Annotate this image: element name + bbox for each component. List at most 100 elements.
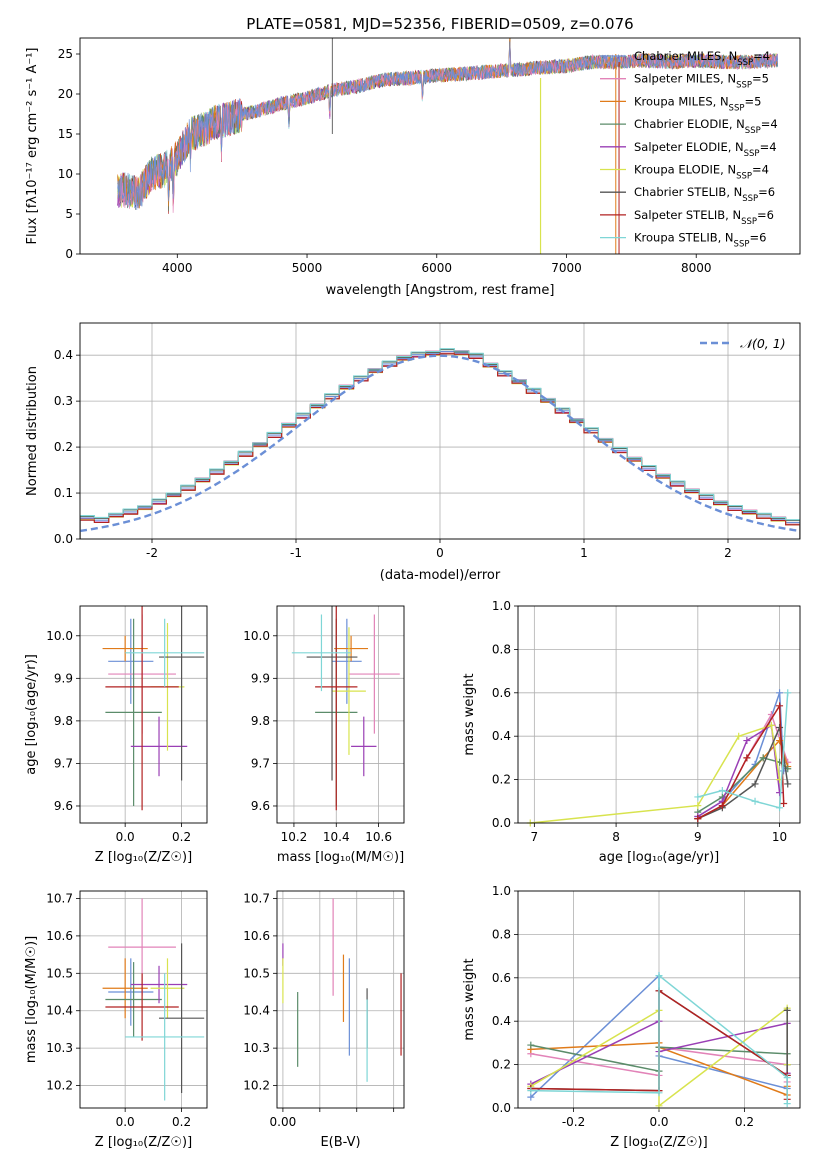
mass-vs-ebv-panel: 0.00 10.2 10.3 10.4 10.5 10.6 10.7 E(B-V) (243, 890, 405, 1150)
x-tick-label: 9 (694, 830, 702, 844)
x-tick-label: 4000 (162, 261, 193, 275)
x-axis-label: wavelength [Angstrom, rest frame] (326, 283, 555, 298)
weight-point-marker (718, 786, 726, 794)
x-tick-label: 0.0 (116, 1115, 135, 1129)
weight-vs-metallicity-panel: -0.2 0.0 0.2 0.0 0.2 0.4 0.6 0.8 1.0 Z [log₁₀(Z/Z… (462, 884, 801, 1150)
y-tick-label: 0.2 (54, 440, 73, 454)
weight-series-line (697, 724, 789, 820)
y-tick-label: 25 (58, 47, 73, 61)
legend-entry: Chabrier STELIB, NSSP=6 (634, 185, 775, 204)
y-tick-label: 0.4 (492, 1014, 511, 1028)
spectrum-line (117, 41, 778, 211)
y-tick-label: 10.7 (243, 891, 270, 905)
y-tick-label: 10.6 (243, 929, 270, 943)
legend-entry: Chabrier ELODIE, NSSP=4 (634, 117, 778, 136)
y-tick-label: 0.6 (492, 971, 511, 985)
x-tick-label: 0.00 (270, 1115, 297, 1129)
legend-entry: Salpeter ELODIE, NSSP=4 (634, 140, 777, 159)
x-tick-label: 10.2 (281, 830, 308, 844)
normal-reference-curve (79, 354, 801, 533)
y-tick-label: 0 (65, 247, 73, 261)
spectrum-panel: 4000 5000 6000 7000 8000 0 5 10 15 20 25 wavelength… (25, 37, 801, 298)
y-axis-label: Normed distribution (25, 366, 40, 496)
weight-series-line (530, 724, 781, 824)
x-tick-label: 0 (436, 546, 444, 560)
axes-frame (517, 890, 801, 1109)
x-axis-label: E(B-V) (320, 1135, 360, 1150)
weight-point-marker (655, 972, 663, 980)
y-tick-label: 9.8 (251, 714, 270, 728)
y-axis-label: mass weight (462, 958, 477, 1040)
y-axis-label: mass weight (462, 673, 477, 755)
x-axis-label: age [log₁₀(age/yr)] (599, 850, 720, 865)
y-tick-label: 0.0 (54, 532, 73, 546)
y-tick-label: 10.7 (46, 891, 73, 905)
y-tick-label: 10.3 (243, 1041, 270, 1055)
x-tick-label: 5000 (292, 261, 323, 275)
weight-point-marker (784, 689, 792, 697)
weight-point-marker (776, 804, 784, 812)
weight-point-marker (751, 797, 759, 805)
y-axis-label: Flux [fλ10⁻¹⁷ erg cm⁻² s⁻¹ A⁻¹] (25, 48, 40, 245)
axes-frame (276, 890, 405, 1109)
y-tick-label: 1.0 (492, 884, 511, 898)
x-tick-label: -1 (290, 546, 302, 560)
y-axis-label: mass [log₁₀(M/M☉)] (24, 936, 39, 1063)
x-tick-label: 10 (772, 830, 787, 844)
y-tick-label: 0.1 (54, 486, 73, 500)
weight-point-marker (780, 799, 788, 807)
weight-point-marker (527, 1041, 535, 1049)
y-tick-label: 10.3 (46, 1041, 73, 1055)
y-tick-label: 0.2 (492, 1058, 511, 1072)
weight-vs-age-panel: 7 8 9 10 0.0 0.2 0.4 0.6 0.8 1.0 age [log₁₀(age/yr… (462, 599, 801, 865)
y-tick-label: 9.7 (251, 756, 270, 770)
y-tick-label: 5 (65, 207, 73, 221)
x-tick-label: 1 (580, 546, 588, 560)
x-axis-label: mass [log₁₀(M/M☉)] (277, 850, 404, 865)
y-tick-label: 10 (58, 167, 73, 181)
figure-title: PLATE=0581, MJD=52356, FIBERID=0509, z=0… (246, 15, 633, 33)
weight-point-marker (776, 724, 784, 732)
y-tick-label: 10.5 (46, 966, 73, 980)
x-tick-label: 10.4 (323, 830, 350, 844)
y-tick-label: 10.5 (243, 966, 270, 980)
axes-frame (79, 890, 208, 1109)
x-axis-label: Z [log₁₀(Z/Z☉)] (95, 850, 192, 865)
weight-point-marker (743, 754, 751, 762)
legend-entry: Kroupa ELODIE, NSSP=4 (634, 163, 769, 182)
x-axis-label: (data-model)/error (380, 568, 501, 583)
y-tick-label: 9.9 (251, 671, 270, 685)
weight-point-marker (776, 789, 784, 797)
x-tick-label: 6000 (421, 261, 452, 275)
x-axis-label: Z [log₁₀(Z/Z☉)] (95, 1135, 192, 1150)
age-vs-metallicity-panel: 0.0 0.2 9.6 9.7 9.8 9.9 10.0 Z [log₁₀(Z/Z☉)] age… (24, 605, 208, 865)
axes-frame (517, 605, 801, 824)
weight-series-line (530, 974, 788, 1104)
y-tick-label: 9.6 (54, 799, 73, 813)
y-tick-label: 1.0 (492, 599, 511, 613)
y-tick-label: 10.2 (243, 1079, 270, 1093)
y-tick-label: 10.0 (243, 629, 270, 643)
mass-vs-metallicity-panel: 0.0 0.2 10.2 10.3 10.4 10.5 10.6 10.7 Z [log₁₀(Z… (24, 890, 208, 1150)
y-tick-label: 20 (58, 87, 73, 101)
age-vs-mass-panel: 10.2 10.4 10.6 9.6 9.7 9.8 9.9 10.0 mass [log₁₀(… (243, 605, 405, 865)
weight-point-marker (527, 1093, 535, 1101)
x-tick-label: 8000 (681, 261, 712, 275)
y-tick-label: 0.8 (492, 927, 511, 941)
histogram-series (80, 348, 800, 539)
x-tick-label: 8 (612, 830, 620, 844)
y-tick-label: 0.6 (492, 686, 511, 700)
y-axis-label: age [log₁₀(age/yr)] (24, 654, 39, 775)
x-tick-label: 2 (724, 546, 732, 560)
y-tick-label: 10.0 (46, 629, 73, 643)
weight-point-marker (776, 689, 784, 697)
y-tick-label: 9.9 (54, 671, 73, 685)
legend-entry: 𝒩(0, 1) (740, 336, 786, 351)
x-tick-label: 0.2 (172, 830, 191, 844)
weight-point-marker (527, 1087, 535, 1095)
x-tick-label: -0.2 (562, 1115, 585, 1129)
y-tick-label: 0.3 (54, 394, 73, 408)
y-tick-label: 0.8 (492, 642, 511, 656)
y-tick-label: 10.4 (243, 1004, 270, 1018)
